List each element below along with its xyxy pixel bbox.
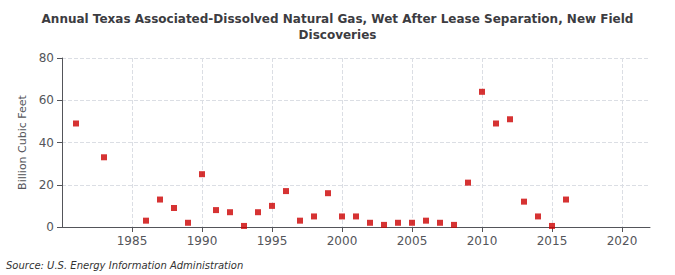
svg-text:0: 0 [46,220,54,234]
svg-text:60: 60 [39,93,54,107]
svg-text:Annual Texas Associated-Dissol: Annual Texas Associated-Dissolved Natura… [42,12,634,26]
svg-text:2000: 2000 [327,234,358,248]
svg-text:40: 40 [39,136,54,150]
svg-text:2015: 2015 [537,234,568,248]
svg-text:Source: U.S. Energy Informatio: Source: U.S. Energy Information Administ… [6,260,243,271]
svg-text:Discoveries: Discoveries [299,28,377,42]
svg-text:Billion Cubic Feet: Billion Cubic Feet [16,94,29,189]
svg-text:20: 20 [39,178,54,192]
svg-text:1995: 1995 [257,234,288,248]
svg-text:80: 80 [39,51,54,65]
svg-text:1990: 1990 [187,234,218,248]
svg-text:1985: 1985 [117,234,148,248]
svg-text:2010: 2010 [467,234,498,248]
svg-text:2005: 2005 [397,234,428,248]
svg-text:2020: 2020 [607,234,638,248]
